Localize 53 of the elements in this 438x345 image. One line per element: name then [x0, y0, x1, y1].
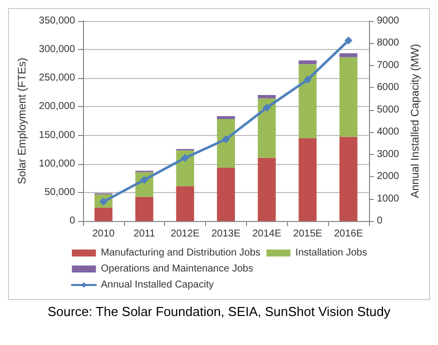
- y2-tick-label: 2000: [376, 171, 400, 182]
- x-tick-label: 2013E: [211, 228, 241, 240]
- y-tick-label: 200,000: [38, 101, 76, 112]
- y2-tick-label: 0: [376, 216, 383, 226]
- bar: [258, 95, 276, 98]
- bar: [258, 98, 276, 158]
- y2-axis-title: Annual Installed Capacity (MW): [410, 44, 422, 198]
- bar: [298, 138, 317, 221]
- y-tick-label: 350,000: [38, 16, 76, 26]
- y-axis-title: Solar Employment (FTEs): [16, 58, 28, 184]
- point: [222, 135, 230, 144]
- bar: [216, 116, 235, 119]
- bar: [216, 168, 235, 221]
- bar: [339, 136, 358, 221]
- y-tick-label: 0: [69, 216, 76, 226]
- y2-tick-label: 6000: [376, 82, 400, 94]
- x-tick-label: 2012E: [170, 228, 200, 240]
- y-tick-label: 50,000: [44, 186, 76, 198]
- bar: [298, 60, 317, 64]
- y2-tick-label: 5000: [376, 104, 400, 116]
- bar: [216, 119, 235, 168]
- point: [262, 104, 271, 112]
- y-tick-label: 250,000: [38, 72, 76, 84]
- bar: [258, 158, 276, 221]
- y2-tick-label: 8000: [376, 38, 400, 49]
- point: [304, 76, 312, 84]
- legend-label: Annual Installed Capacity: [100, 280, 214, 290]
- x-tick-label: 2015E: [293, 228, 322, 240]
- y-tick-label: 150,000: [38, 130, 76, 141]
- bar: [94, 208, 112, 221]
- y-tick-label: 300,000: [38, 44, 76, 56]
- x-tick-label: 2014E: [252, 228, 282, 240]
- x-tick-label: 2011: [134, 228, 156, 240]
- legend-label: Manufacturing and Distribution Jobs: [100, 248, 260, 258]
- y2-tick-label: 4000: [376, 126, 400, 138]
- y2-tick-label: 9000: [376, 16, 400, 26]
- bar: [298, 64, 317, 138]
- y-tick-label: 100,000: [38, 158, 76, 170]
- bar: [135, 196, 154, 221]
- y2-tick-label: 1000: [376, 193, 400, 204]
- point: [181, 154, 190, 162]
- point: [140, 176, 148, 184]
- y2-tick-label: 3000: [376, 148, 400, 160]
- source-note: Source: The Solar Foundation, SEIA, SunShot Vision Study: [46, 304, 392, 319]
- bar: [339, 53, 358, 58]
- legend-label: Installation Jobs: [295, 248, 368, 258]
- bar: [176, 186, 194, 221]
- x-tick-label: 2016E: [334, 228, 364, 240]
- y2-tick-label: 7000: [376, 60, 400, 71]
- point: [344, 36, 352, 45]
- bar: [339, 57, 358, 137]
- legend-label: Operations and Maintenance Jobs: [100, 264, 254, 274]
- x-tick-label: 2010: [92, 228, 116, 240]
